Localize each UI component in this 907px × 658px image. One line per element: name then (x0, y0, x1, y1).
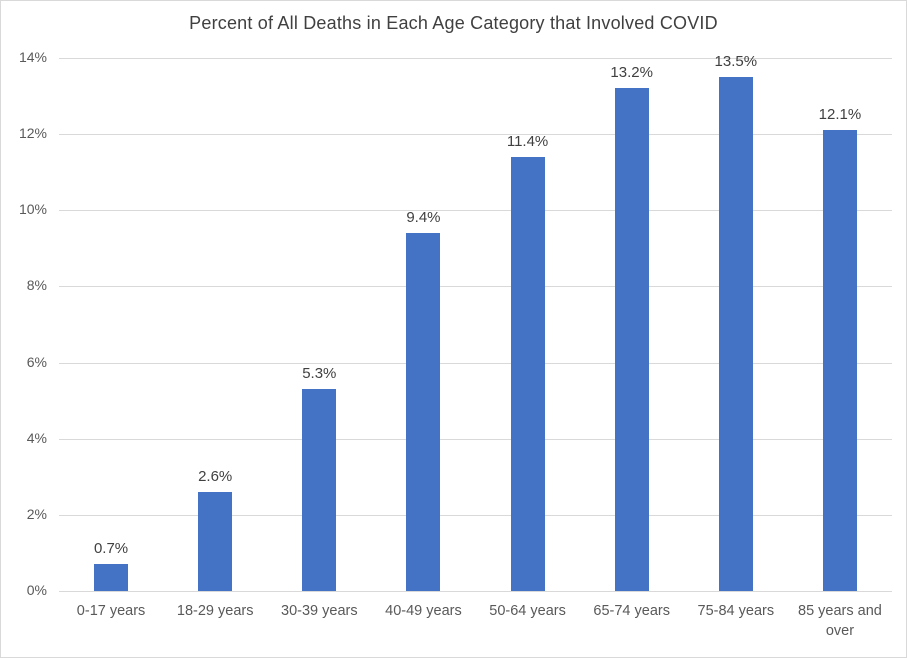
x-axis-category-label: 50-64 years (489, 603, 566, 619)
bar-slot: 12.1% (788, 58, 892, 591)
bar-value-label: 5.3% (302, 365, 337, 383)
bar (94, 564, 129, 591)
gridline (59, 286, 892, 288)
y-axis-tick-label: 10% (18, 201, 47, 218)
gridline (59, 438, 892, 440)
x-axis-category-label: 30-39 years (281, 603, 358, 619)
y-axis-tick-label: 0% (26, 582, 47, 598)
y-axis-tick-label: 6% (26, 353, 47, 370)
y-axis-tick-label: 8% (26, 277, 47, 294)
x-axis-category-label: 65-74 years (593, 603, 670, 619)
gridline (59, 514, 892, 516)
x-axis-category-label: 85 years and over (798, 603, 882, 640)
bar (198, 492, 233, 591)
bar-value-label: 13.2% (610, 64, 653, 82)
y-axis-tick-label: 2% (26, 505, 47, 522)
bar (822, 130, 857, 591)
y-axis-tick-label: 12% (18, 125, 47, 142)
chart-title: Percent of All Deaths in Each Age Catego… (189, 13, 718, 33)
bar (718, 77, 753, 591)
x-axis-category-label: 0-17 years (76, 603, 146, 619)
gridline (59, 210, 892, 212)
bar-value-label: 0.7% (93, 540, 129, 558)
bar-slot: 11.4% (476, 58, 580, 591)
bar (510, 157, 545, 591)
plot-area: 0.7% 2.6% 5.3% 9.4% 11.4% 13.2% 13.5% 12.1% (59, 53, 892, 592)
x-axis-category-label: 18-29 years (176, 603, 254, 619)
bar-value-label: 9.4% (406, 209, 441, 227)
gridline (59, 591, 892, 592)
bar-slot: 9.4% (371, 58, 475, 591)
x-axis-category-label: 75-84 years (697, 603, 775, 619)
gridline (59, 362, 892, 364)
bar-value-label: 12.1% (818, 106, 862, 124)
bar-value-label: 11.4% (506, 133, 549, 150)
bar (614, 88, 649, 591)
bar (406, 233, 441, 591)
y-axis-tick-label: 4% (26, 429, 47, 446)
x-axis: 0-17 years 18-29 years 30-39 years 40-49 ye… (59, 601, 892, 642)
bar-slot: 5.3% (267, 58, 371, 591)
gridline (59, 58, 892, 59)
bar-value-label: 13.5% (714, 53, 758, 71)
bars-layer: 0.7% 2.6% 5.3% 9.4% 11.4% 13.2% 13.5% 12.1% (59, 53, 892, 591)
bar (302, 389, 337, 591)
bar-slot: 13.5% (684, 53, 788, 591)
bar-slot: 13.2% (580, 58, 684, 591)
y-axis-tick-label: 14% (18, 49, 47, 65)
bar-value-label: 2.6% (198, 468, 233, 486)
gridline (59, 134, 892, 136)
bar-slot: 2.6% (163, 58, 267, 591)
x-axis-category-label: 40-49 years (385, 603, 462, 619)
bar-slot: 0.7% (59, 58, 163, 591)
